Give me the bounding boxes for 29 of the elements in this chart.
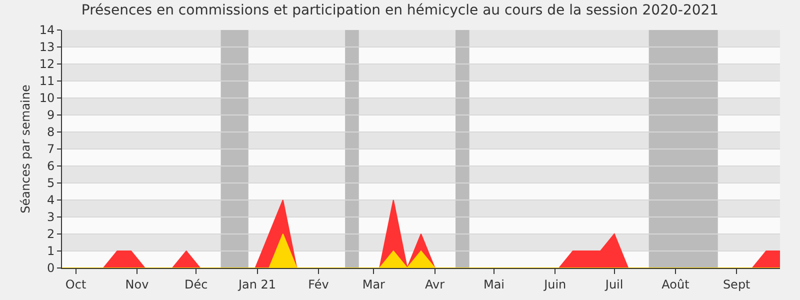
y-tick-label: 5 (46, 176, 55, 190)
x-tick-label: Mai (483, 277, 505, 292)
x-tick-label: Sept (722, 277, 751, 292)
x-tick-label: Juil (604, 277, 624, 292)
y-tick-label: 7 (46, 142, 55, 156)
y-tick-label: 1 (46, 244, 55, 258)
y-tick-label: 10 (39, 91, 55, 106)
y-tick-label: 13 (39, 40, 55, 54)
x-tick-label: Juin (543, 277, 566, 292)
y-tick-label: 3 (46, 210, 55, 224)
y-tick-label: 14 (39, 23, 55, 38)
x-tick-label: Déc (184, 277, 208, 292)
y-tick-label: 6 (46, 159, 55, 174)
x-tick-label: Mar (362, 277, 386, 292)
y-tick-label: 12 (39, 57, 55, 72)
y-axis-title: Séances par semaine (18, 84, 33, 214)
x-tick-label: Nov (125, 277, 149, 292)
y-tick-label: 9 (46, 108, 55, 122)
x-tick-label: Oct (65, 277, 86, 292)
x-tick-label: Avr (425, 277, 445, 292)
x-tick-label: Août (662, 277, 690, 292)
y-tick-label: 8 (46, 125, 55, 140)
y-tick-label: 2 (46, 227, 55, 242)
y-tick-label: 0 (46, 261, 55, 276)
x-tick-label: Jan 21 (237, 277, 276, 292)
y-tick-label: 4 (46, 193, 55, 208)
y-tick-label: 11 (39, 74, 55, 88)
chart-title: Présences en commissions et participation en hémicycle au cours de la session 2020-2021 (81, 2, 719, 18)
x-tick-label: Fév (308, 277, 329, 292)
